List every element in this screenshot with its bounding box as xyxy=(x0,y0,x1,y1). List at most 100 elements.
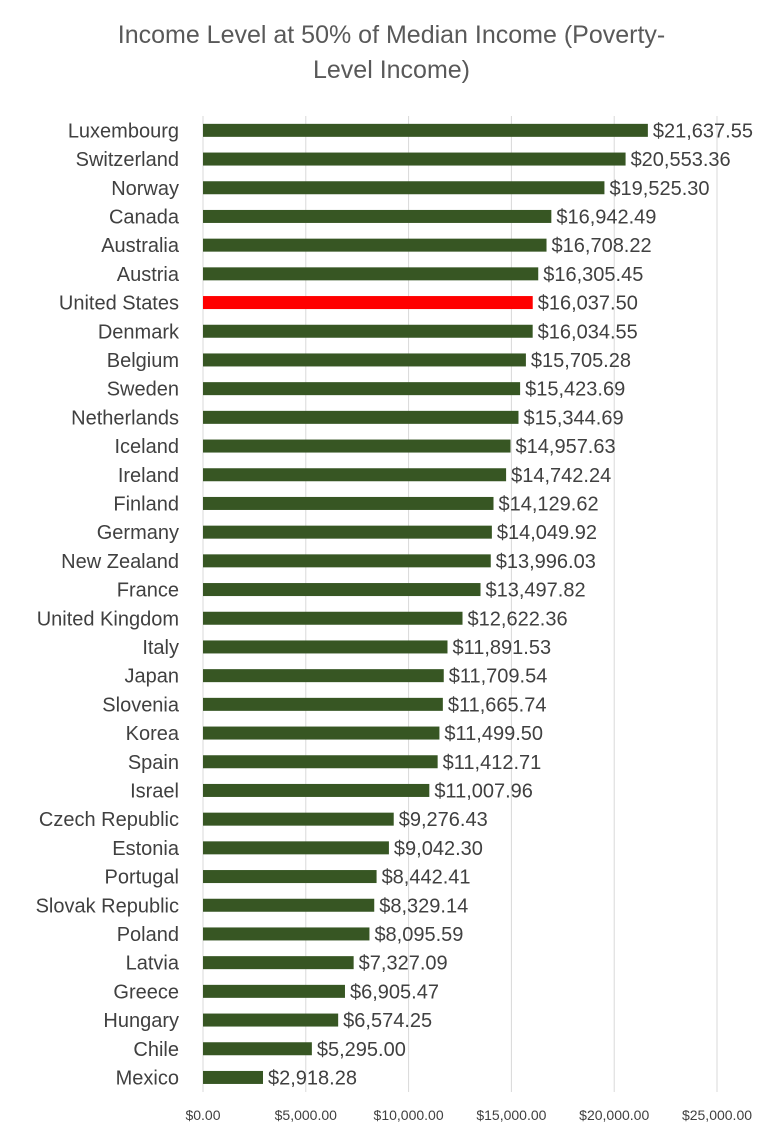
chart-title-line-1: Income Level at 50% of Median Income (Po… xyxy=(117,21,666,49)
category-label: Belgium xyxy=(107,350,179,372)
bar xyxy=(203,267,539,281)
data-label: $20,553.36 xyxy=(631,149,731,171)
data-label: $13,996.03 xyxy=(496,551,596,573)
category-label: Slovenia xyxy=(102,694,180,716)
category-label: Italy xyxy=(142,637,179,659)
data-label: $16,942.49 xyxy=(556,206,656,228)
x-tick-label: $5,000.00 xyxy=(275,1107,337,1123)
data-label: $8,442.41 xyxy=(382,867,471,889)
data-label: $11,412.71 xyxy=(443,752,542,774)
category-label: Slovak Republic xyxy=(36,895,179,917)
data-label: $8,095.59 xyxy=(374,924,463,946)
bars xyxy=(203,123,648,1084)
bar xyxy=(203,468,507,482)
category-label: Finland xyxy=(113,493,179,515)
data-label: $16,305.45 xyxy=(543,264,643,286)
bar xyxy=(203,927,370,941)
category-label: Spain xyxy=(128,752,179,774)
category-label: United States xyxy=(59,293,179,315)
bar xyxy=(203,410,519,424)
data-label: $9,042.30 xyxy=(394,838,483,860)
bar xyxy=(203,870,377,884)
bar xyxy=(203,123,648,137)
data-label: $11,499.50 xyxy=(444,723,543,745)
category-label: Israel xyxy=(130,780,179,802)
data-label: $14,129.62 xyxy=(499,493,599,515)
data-labels: $21,637.55 $20,553.36 $19,525.30 $16,942.49… xyxy=(268,120,753,1089)
data-label: $21,637.55 xyxy=(653,120,753,142)
bar xyxy=(203,152,626,166)
data-label: $15,344.69 xyxy=(523,407,623,429)
category-label: Germany xyxy=(97,522,179,544)
data-label: $12,622.36 xyxy=(468,608,568,630)
data-label: $2,918.28 xyxy=(268,1067,357,1089)
data-label: $11,007.96 xyxy=(434,780,533,802)
bar xyxy=(203,439,511,453)
category-label: Canada xyxy=(109,206,180,228)
data-label: $13,497.82 xyxy=(486,580,586,602)
data-label: $16,034.55 xyxy=(538,321,638,343)
data-label: $19,525.30 xyxy=(609,178,709,200)
bar xyxy=(203,382,521,396)
category-label: Norway xyxy=(111,178,179,200)
category-axis-labels: Luxembourg Switzerland Norway Canada Austral… xyxy=(36,120,180,1089)
bar xyxy=(203,640,448,654)
category-label: Hungary xyxy=(103,1010,179,1032)
category-label: France xyxy=(117,580,179,602)
data-label: $7,327.09 xyxy=(359,953,448,975)
data-label: $16,708.22 xyxy=(552,235,652,257)
bar xyxy=(203,209,552,223)
chart-title-line-2: Level Income) xyxy=(312,56,471,84)
category-label: Latvia xyxy=(126,953,180,975)
bar xyxy=(203,1070,263,1084)
data-label: $14,957.63 xyxy=(516,436,616,458)
bar xyxy=(203,1042,312,1056)
category-label: Korea xyxy=(126,723,180,745)
data-label: $15,705.28 xyxy=(531,350,631,372)
x-tick-label: $0.00 xyxy=(185,1107,220,1123)
category-label: Chile xyxy=(133,1039,179,1061)
data-label: $15,423.69 xyxy=(525,379,625,401)
bar xyxy=(203,984,345,998)
x-tick-label: $15,000.00 xyxy=(476,1107,546,1123)
category-label: Sweden xyxy=(107,379,179,401)
data-label: $11,709.54 xyxy=(449,666,548,688)
data-label: $9,276.43 xyxy=(399,809,488,831)
category-label: Japan xyxy=(125,666,180,688)
category-label: Luxembourg xyxy=(68,120,179,142)
bar xyxy=(203,783,430,797)
category-label: United Kingdom xyxy=(37,608,179,630)
category-label: Iceland xyxy=(115,436,180,458)
bar xyxy=(203,726,440,740)
x-tick-label: $10,000.00 xyxy=(374,1107,444,1123)
data-label: $8,329.14 xyxy=(379,895,468,917)
data-label: $14,742.24 xyxy=(511,465,611,487)
category-label: Poland xyxy=(117,924,179,946)
category-label: Estonia xyxy=(112,838,180,860)
bar xyxy=(203,956,354,970)
bar-highlighted xyxy=(203,296,533,310)
bar xyxy=(203,583,481,597)
value-axis-tick-labels: $0.00 $5,000.00 $10,000.00 $15,000.00 $20,00… xyxy=(185,1107,752,1123)
chart-title: Income Level at 50% of Median Income (Po… xyxy=(0,18,783,88)
category-label: Austria xyxy=(117,264,180,286)
category-label: Greece xyxy=(113,981,179,1003)
bar xyxy=(203,898,375,912)
bar xyxy=(203,554,491,568)
bar xyxy=(203,496,494,510)
category-label: Denmark xyxy=(98,321,180,343)
category-label: New Zealand xyxy=(61,551,179,573)
bar xyxy=(203,181,605,195)
bar xyxy=(203,238,547,252)
bar xyxy=(203,1013,339,1027)
data-label: $6,905.47 xyxy=(350,981,439,1003)
bar xyxy=(203,525,492,539)
category-label: Portugal xyxy=(105,867,180,889)
category-label: Switzerland xyxy=(76,149,179,171)
bar xyxy=(203,611,463,625)
bar xyxy=(203,755,438,769)
x-tick-label: $20,000.00 xyxy=(579,1107,649,1123)
category-label: Australia xyxy=(101,235,180,257)
data-label: $14,049.92 xyxy=(497,522,597,544)
